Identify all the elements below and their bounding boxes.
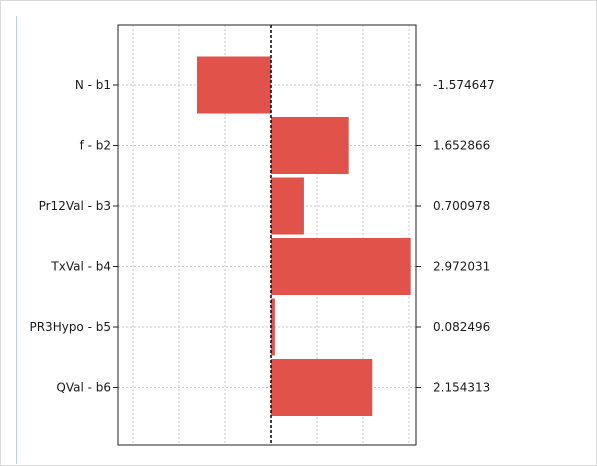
bar bbox=[271, 359, 373, 416]
category-label: PR3Hypo - b5 bbox=[29, 320, 111, 334]
value-label: 0.082496 bbox=[433, 320, 490, 334]
bar bbox=[271, 238, 411, 295]
category-label: Pr12Val - b3 bbox=[39, 199, 111, 213]
bar bbox=[196, 56, 271, 114]
value-label: 2.154313 bbox=[433, 381, 490, 395]
category-label: QVal - b6 bbox=[56, 381, 111, 395]
category-label: f - b2 bbox=[80, 139, 111, 153]
bar-layer bbox=[196, 56, 411, 416]
category-label: TxVal - b4 bbox=[50, 260, 111, 274]
bar bbox=[271, 298, 275, 356]
plot-area-border bbox=[117, 24, 417, 446]
value-label: 1.652866 bbox=[433, 139, 490, 153]
value-label: 2.972031 bbox=[433, 260, 490, 274]
window-left-border bbox=[16, 16, 17, 464]
label-layer: N - b1 -1.574647 f - b2 1.652866 Pr12Val - b… bbox=[29, 78, 494, 395]
value-label: -1.574647 bbox=[433, 78, 495, 92]
value-label: 0.700978 bbox=[433, 199, 490, 213]
bar bbox=[271, 117, 349, 174]
bar bbox=[271, 177, 304, 235]
category-label: N - b1 bbox=[75, 78, 111, 92]
